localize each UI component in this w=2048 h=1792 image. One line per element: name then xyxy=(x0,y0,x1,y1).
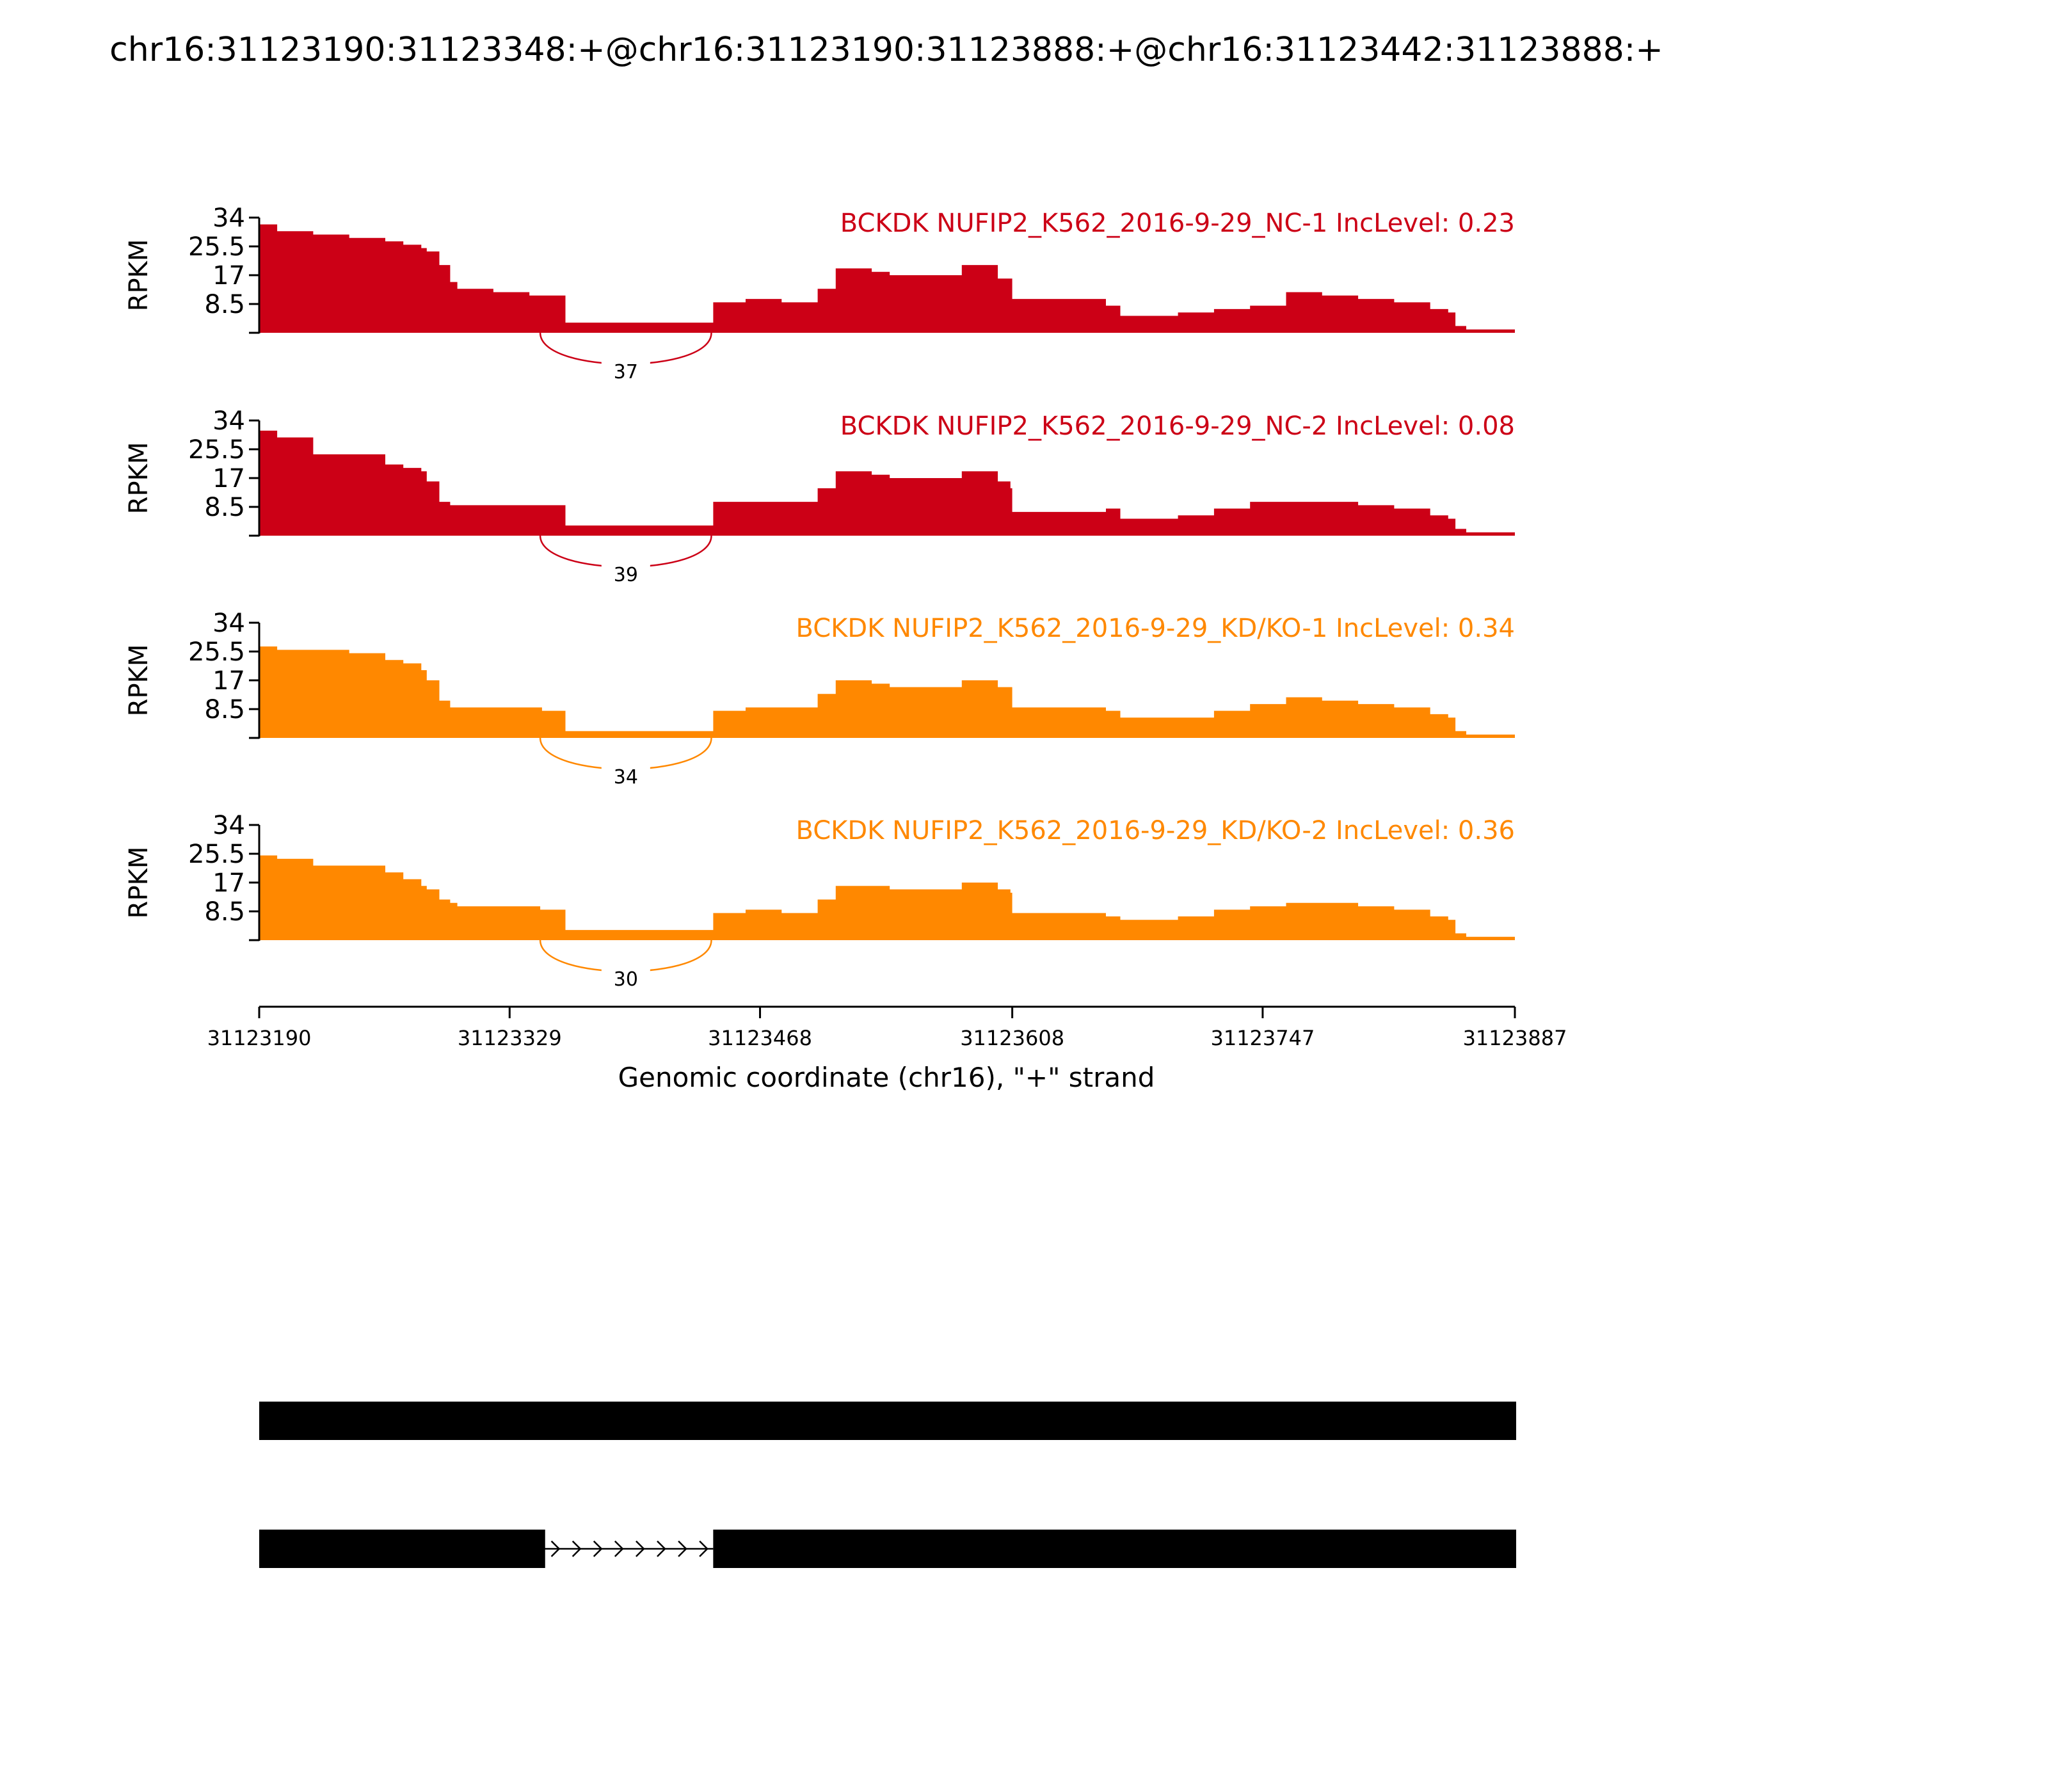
exon-block xyxy=(713,1530,1516,1568)
junction-count: 37 xyxy=(614,361,638,383)
track-label: BCKDK NUFIP2_K562_2016-9-29_KD/KO-2 IncL… xyxy=(796,816,1515,845)
strand-arrow xyxy=(550,1540,561,1557)
y-tick-label: 8.5 xyxy=(204,493,245,522)
track-label: BCKDK NUFIP2_K562_2016-9-29_NC-2 IncLeve… xyxy=(840,412,1515,441)
x-tick-label: 31123468 xyxy=(708,1026,812,1050)
figure-title: chr16:31123190:31123348:+@chr16:31123190… xyxy=(109,31,1663,69)
strand-arrow xyxy=(678,1540,687,1557)
y-tick-label: 34 xyxy=(212,406,245,436)
coverage-area xyxy=(259,430,1515,536)
junction-count: 34 xyxy=(614,766,638,788)
y-tick-label: 17 xyxy=(212,868,245,898)
junction-label-bg xyxy=(601,967,650,990)
exon-block xyxy=(259,1530,545,1568)
y-tick-label: 25.5 xyxy=(188,435,245,465)
gene-model xyxy=(259,1530,1516,1568)
strand-arrow xyxy=(636,1540,645,1557)
x-tick-label: 31123608 xyxy=(960,1026,1064,1050)
junction-arc xyxy=(539,940,712,972)
x-tick-label: 31123190 xyxy=(207,1026,312,1050)
x-tick-label: 31123329 xyxy=(458,1026,562,1050)
junction-arc xyxy=(539,332,712,365)
y-tick-label: 17 xyxy=(212,464,245,493)
junction-label-bg xyxy=(601,360,650,383)
y-tick-label: 17 xyxy=(212,666,245,696)
strand-arrow xyxy=(572,1540,582,1557)
strand-arrow xyxy=(593,1540,603,1557)
y-tick-label: 34 xyxy=(212,609,245,638)
exon-block xyxy=(259,1402,1516,1440)
coverage-area xyxy=(259,224,1515,333)
y-axis-label: RPKM xyxy=(124,847,154,919)
x-axis-label: Genomic coordinate (chr16), "+" strand xyxy=(618,1062,1155,1093)
y-tick-label: 25.5 xyxy=(188,232,245,262)
y-axis-label: RPKM xyxy=(124,644,154,717)
junction-count: 39 xyxy=(614,564,638,586)
strand-arrow xyxy=(699,1540,708,1557)
y-axis-label: RPKM xyxy=(124,239,154,312)
junction-arc xyxy=(539,535,712,568)
y-tick-label: 25.5 xyxy=(188,840,245,869)
y-tick-label: 34 xyxy=(212,811,245,840)
gene-models xyxy=(259,1402,1516,1568)
x-tick-label: 31123747 xyxy=(1210,1026,1315,1050)
junction-count: 30 xyxy=(614,968,638,991)
junction-arc xyxy=(539,737,712,770)
y-tick-label: 8.5 xyxy=(204,695,245,724)
coverage-area xyxy=(259,646,1515,738)
track-label: BCKDK NUFIP2_K562_2016-9-29_KD/KO-1 IncL… xyxy=(796,614,1515,643)
strand-arrow xyxy=(657,1540,666,1557)
coverage-area xyxy=(259,855,1515,940)
junction-label-bg xyxy=(601,563,650,586)
y-tick-label: 17 xyxy=(212,261,245,291)
strand-arrow xyxy=(614,1540,624,1557)
y-tick-label: 25.5 xyxy=(188,637,245,667)
gene-model xyxy=(259,1402,1516,1440)
junction-label-bg xyxy=(601,765,650,788)
y-tick-label: 34 xyxy=(212,204,245,233)
track-label: BCKDK NUFIP2_K562_2016-9-29_NC-1 IncLeve… xyxy=(840,209,1515,238)
x-axis: Genomic coordinate (chr16), "+" strand 3… xyxy=(207,1005,1567,1093)
y-tick-label: 8.5 xyxy=(204,290,245,319)
y-axis-label: RPKM xyxy=(124,442,154,515)
x-tick-label: 31123887 xyxy=(1463,1026,1567,1050)
y-tick-label: 8.5 xyxy=(204,897,245,927)
